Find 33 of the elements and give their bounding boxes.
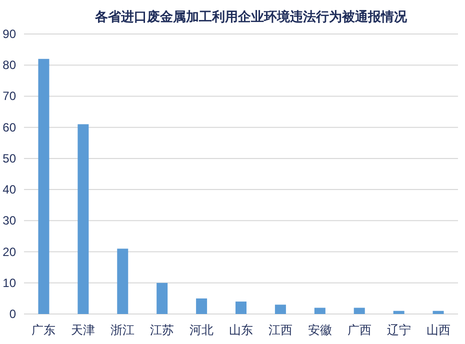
y-tick-label: 50 bbox=[2, 151, 16, 166]
x-tick-label: 江苏 bbox=[150, 323, 174, 337]
y-tick-label: 90 bbox=[2, 27, 16, 41]
bar bbox=[78, 124, 89, 314]
bar bbox=[156, 282, 168, 314]
x-tick-label: 广东 bbox=[32, 323, 56, 337]
y-tick-label: 0 bbox=[9, 307, 16, 321]
bar bbox=[314, 308, 326, 314]
bar bbox=[393, 310, 404, 314]
y-tick-label: 10 bbox=[2, 276, 16, 290]
x-tick-label: 江西 bbox=[268, 323, 292, 337]
bar bbox=[432, 310, 444, 314]
bar bbox=[274, 304, 286, 314]
y-tick-label: 30 bbox=[2, 214, 16, 228]
x-tick-label: 广西 bbox=[347, 323, 372, 337]
x-tick-label: 天津 bbox=[71, 323, 96, 337]
y-tick-label: 40 bbox=[2, 182, 16, 197]
y-tick-label: 60 bbox=[2, 120, 16, 134]
x-tick-label: 浙江 bbox=[110, 323, 135, 337]
y-tick-label: 20 bbox=[2, 244, 16, 259]
x-tick-label: 山西 bbox=[426, 323, 450, 337]
x-tick-label: 河北 bbox=[190, 323, 214, 337]
y-tick-label: 70 bbox=[2, 89, 16, 104]
x-tick-label: 山东 bbox=[229, 323, 253, 337]
y-tick-label: 80 bbox=[2, 58, 16, 72]
x-tick-label: 安徽 bbox=[308, 323, 332, 337]
x-tick-label: 辽宁 bbox=[386, 323, 411, 337]
chart-title: 各省进口废金属加工利用企业环境违法行为被通报情况 bbox=[94, 9, 408, 24]
bar bbox=[196, 298, 208, 314]
bar bbox=[38, 58, 50, 314]
bar bbox=[117, 248, 128, 314]
bar bbox=[354, 308, 365, 314]
bar bbox=[236, 302, 246, 314]
